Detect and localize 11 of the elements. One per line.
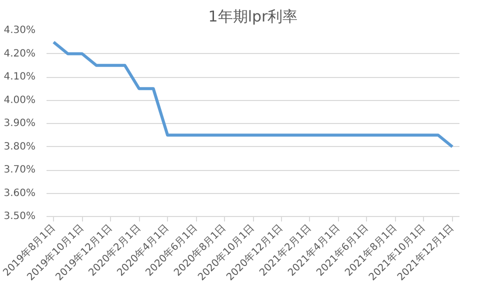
chart-title: 1年期lpr利率 — [208, 8, 298, 26]
y-tick-label: 3.90% — [4, 118, 36, 129]
y-tick-label: 4.00% — [4, 94, 36, 106]
y-tick-label: 3.50% — [4, 211, 36, 222]
y-tick-label: 4.30% — [4, 25, 36, 36]
y-tick-label: 3.80% — [4, 141, 36, 152]
y-tick-label: 4.10% — [4, 72, 36, 82]
y-tick-label: 4.20% — [4, 48, 36, 60]
y-tick-label: 3.70% — [4, 164, 36, 176]
y-tick-label: 3.60% — [4, 188, 36, 199]
line-series — [52, 40, 454, 148]
